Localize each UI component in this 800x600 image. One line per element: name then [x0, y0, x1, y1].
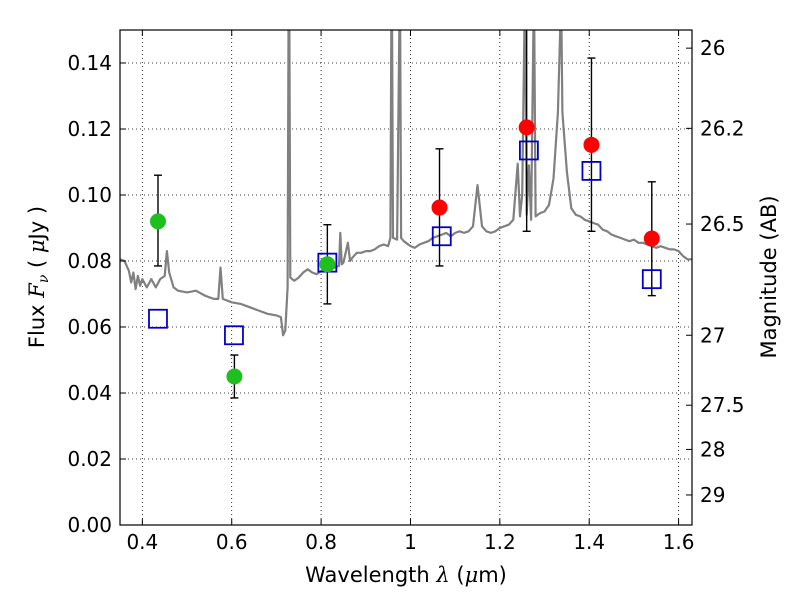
model-box-marker — [641, 269, 662, 290]
model-box-marker — [431, 226, 452, 247]
y-tick-label: 0.14 — [67, 51, 112, 75]
model-box-marker — [224, 325, 244, 346]
x-tick-label: 1.2 — [484, 530, 516, 554]
y-tick-label: 0.08 — [67, 249, 112, 273]
nir-point-marker — [583, 136, 600, 153]
y2-tick-label: 29 — [700, 483, 725, 507]
nir-point-marker — [431, 199, 448, 216]
x-tick-label: 0.8 — [305, 530, 337, 554]
y2-tick-label: 26 — [700, 36, 725, 60]
y-tick-label: 0.12 — [67, 117, 112, 141]
x-tick-label: 1 — [404, 530, 417, 554]
x-tick-label: 1.6 — [663, 530, 695, 554]
y-axis-label: Flux Fν ( μJy ) — [25, 206, 52, 348]
optical-point-marker — [226, 368, 243, 385]
y-tick-label: 0.06 — [67, 315, 112, 339]
y-tick-label: 0.02 — [67, 447, 112, 471]
y-tick-label: 0.00 — [67, 513, 112, 537]
x-tick-label: 0.4 — [126, 530, 158, 554]
optical-point-marker — [319, 256, 336, 273]
y2-tick-label: 27.5 — [700, 393, 745, 417]
y2-tick-label: 27 — [700, 323, 725, 347]
y2-axis-label: Magnitude (AB) — [757, 195, 781, 358]
x-axis-label: Wavelength λ (μm) — [305, 563, 507, 587]
model-box-marker — [581, 161, 602, 181]
spectrum-line — [120, 30, 692, 337]
y-tick-label: 0.04 — [67, 381, 112, 405]
y2-tick-label: 26.5 — [700, 212, 745, 236]
model-box-marker — [148, 308, 168, 329]
plot-area — [120, 30, 692, 399]
y-tick-label: 0.10 — [67, 183, 112, 207]
plot-frame — [119, 29, 693, 526]
y2-tick-label: 28 — [700, 437, 725, 461]
nir-point-marker — [518, 119, 535, 136]
x-tick-label: 0.6 — [216, 530, 248, 554]
axes-ticks: 0.4 0.6 0.8 1 1.2 1.4 1.6 0.00 0.02 0.04 0.06 0.08 0… — [67, 30, 745, 554]
x-tick-label: 1.4 — [573, 530, 605, 554]
nir-point-marker — [643, 230, 660, 247]
optical-point-marker — [149, 213, 166, 230]
model-box-marker — [518, 140, 539, 161]
y2-tick-label: 26.2 — [700, 116, 745, 140]
